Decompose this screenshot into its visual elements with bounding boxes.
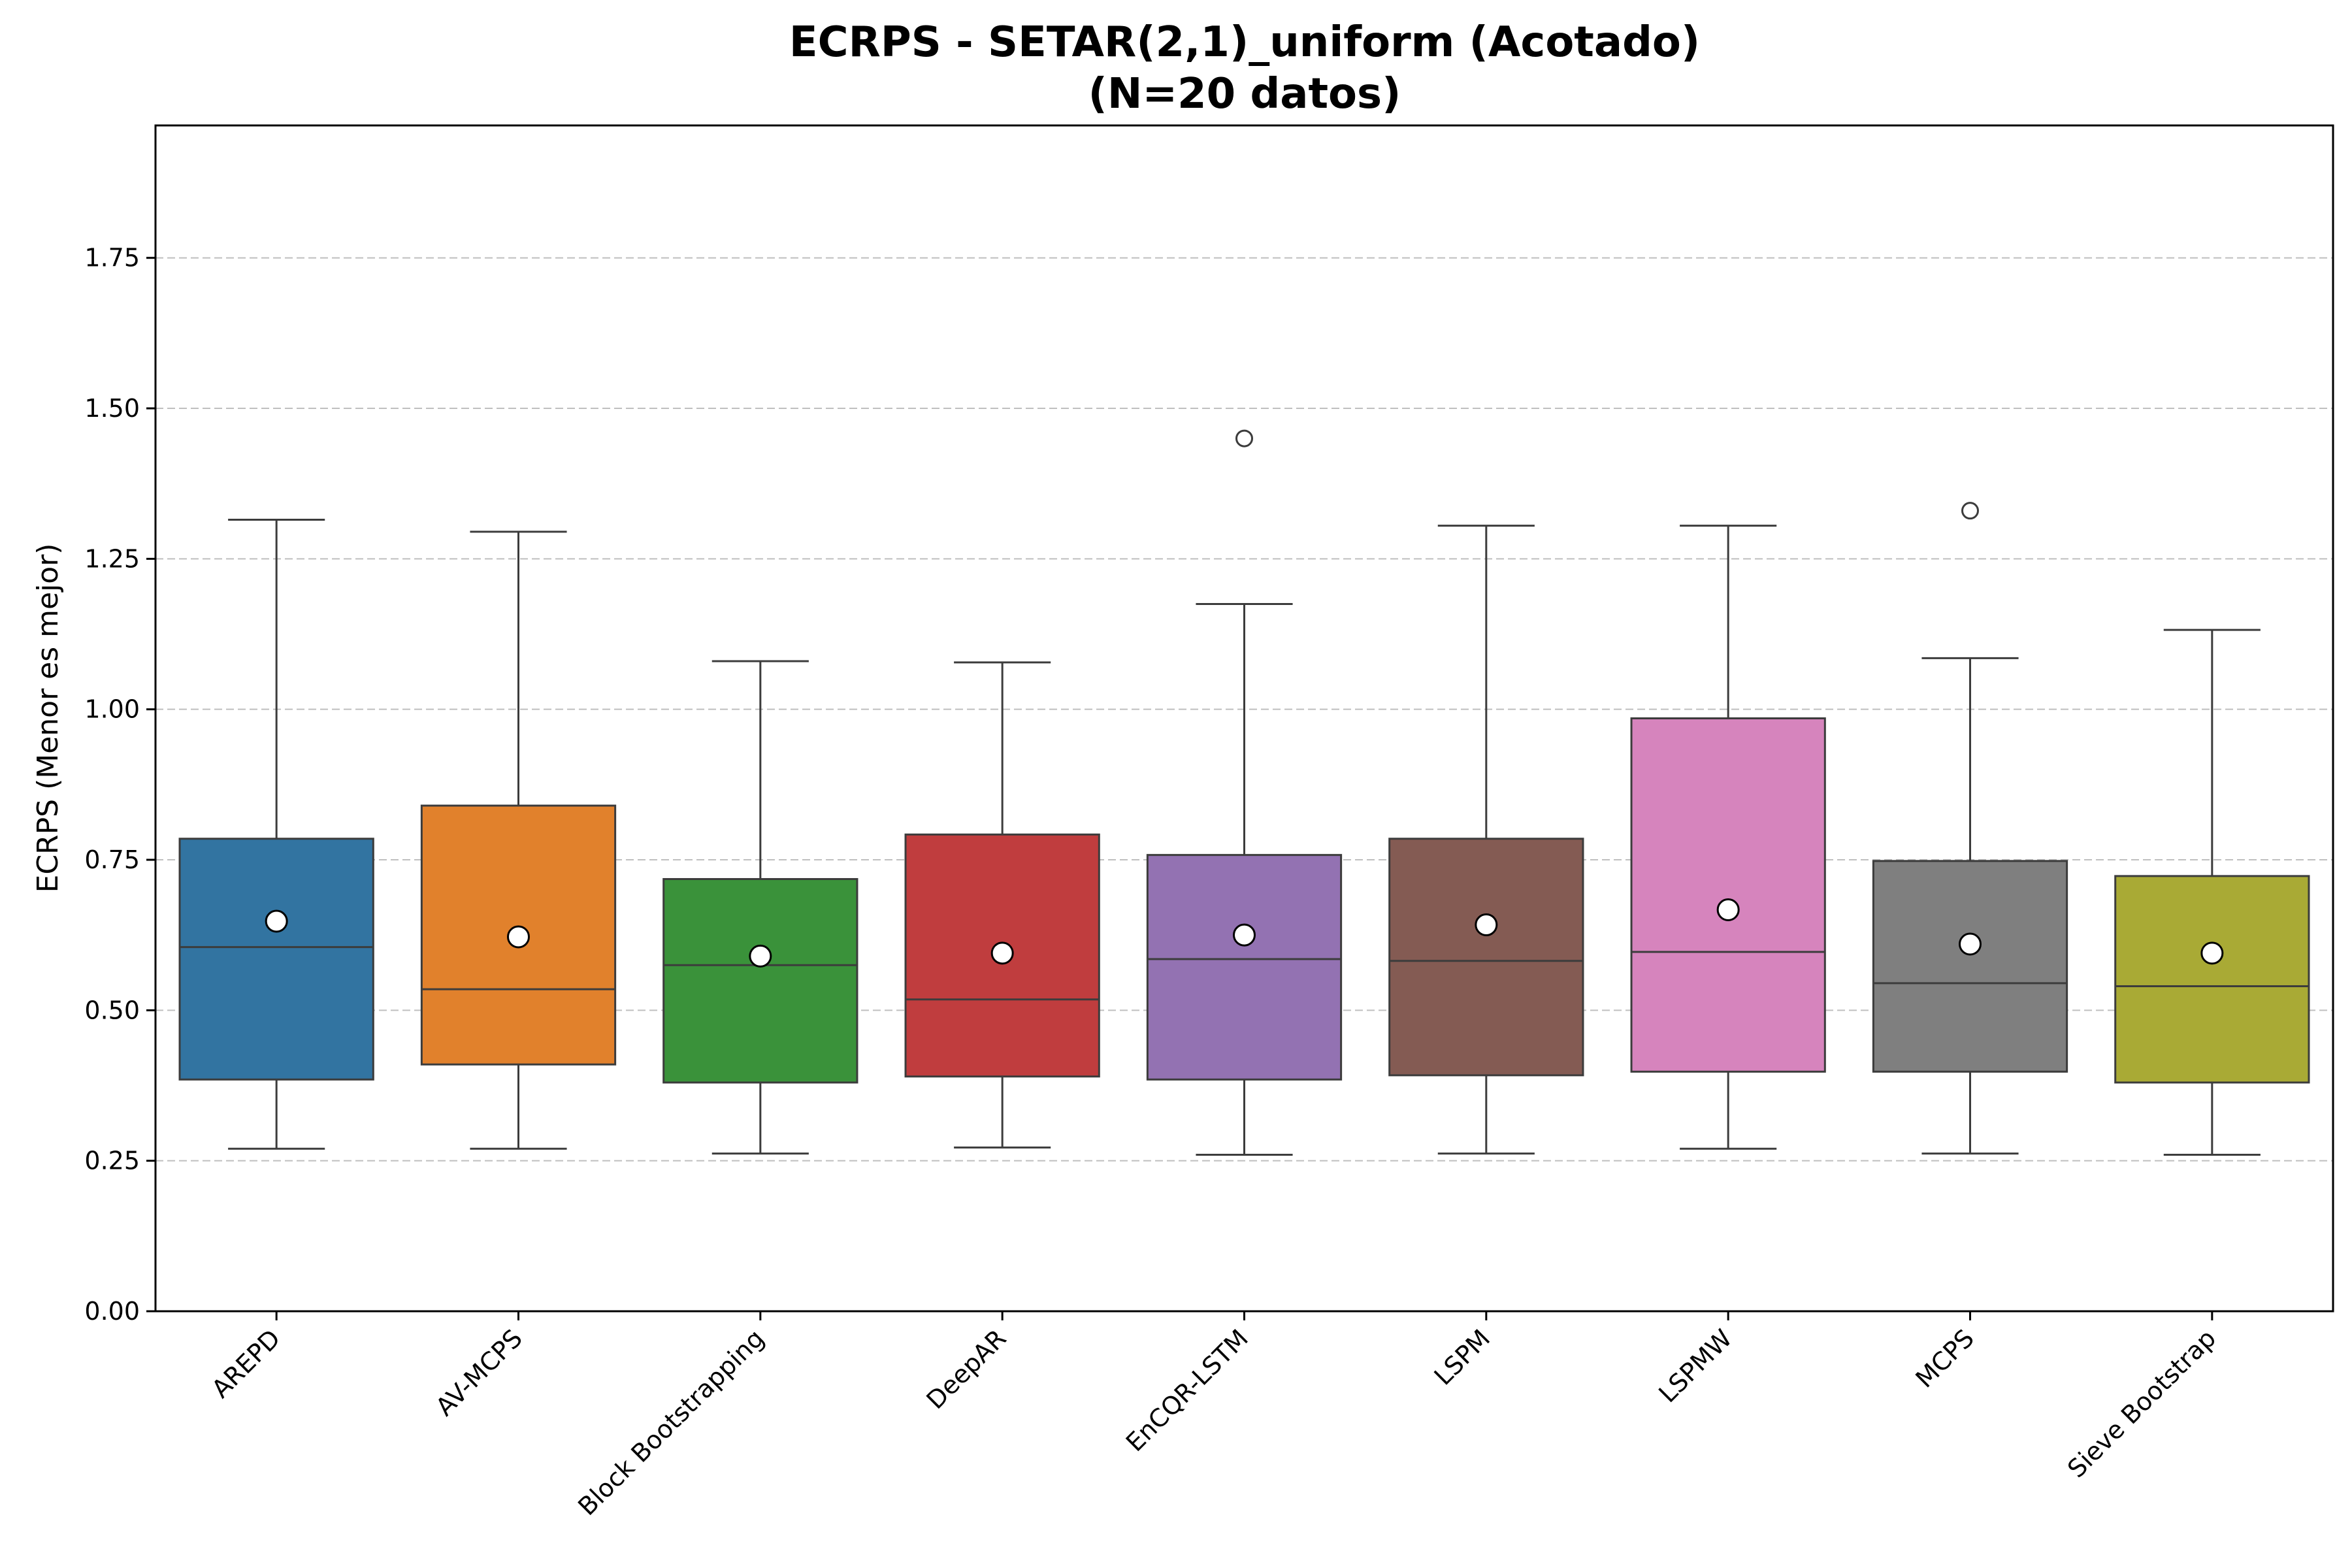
mean-marker [1233, 923, 1256, 947]
iqr-box [1872, 860, 2068, 1073]
box-lspmw [1630, 525, 1826, 1150]
y-axis-ticks: 0.00 0.25 0.50 0.75 1.00 1.25 1.50 1.75 [84, 244, 155, 1326]
y-tick-label: 1.25 [84, 544, 140, 573]
y-tick-label: 1.75 [84, 244, 140, 272]
x-tick-label: LSPM [1429, 1324, 1496, 1391]
mean-marker [749, 944, 772, 968]
iqr-box [178, 838, 374, 1081]
box-arepd [178, 518, 374, 1150]
x-tick-label: EnCQR-LSTM [1120, 1324, 1254, 1457]
iqr-box [1630, 717, 1826, 1073]
outlier-point [1235, 429, 1253, 448]
box-encqr-lstm [1146, 429, 1343, 1156]
x-tick-label: AV-MCPS [430, 1324, 527, 1421]
box-lspm [1388, 525, 1584, 1155]
y-tick-label: 0.75 [84, 845, 140, 874]
boxes [178, 429, 2310, 1156]
x-tick-label: AREPD [206, 1324, 286, 1403]
mean-marker [507, 925, 530, 949]
mean-marker [990, 941, 1014, 965]
mean-marker [1959, 932, 1982, 956]
chart-title-line-2: (N=20 datos) [1088, 70, 1401, 118]
iqr-box [662, 877, 858, 1084]
y-axis-label: ECRPS (Menor es mejor) [31, 544, 65, 893]
iqr-box [2114, 875, 2310, 1084]
y-tick-label: 0.00 [84, 1297, 140, 1326]
iqr-box [1146, 854, 1343, 1081]
mean-marker [1475, 913, 1498, 937]
x-tick-label: Sieve Bootstrap [2062, 1324, 2221, 1483]
box-av-mcps [420, 531, 617, 1150]
y-tick-label: 0.50 [84, 996, 140, 1024]
box-block-bootstrapping [662, 660, 858, 1155]
x-axis-ticks: AREPD AV-MCPS Block Bootstrapping DeepAR EnC… [206, 1311, 2221, 1521]
chart-title-line-1: ECRPS - SETAR(2,1)_uniform (Acotado) [789, 18, 1700, 67]
y-tick-label: 0.25 [84, 1147, 140, 1175]
mean-marker [1716, 898, 1740, 921]
box-mcps [1872, 502, 2068, 1155]
x-tick-label: Block Bootstrapping [572, 1324, 770, 1521]
box-sieve-bootstrap [2114, 629, 2310, 1156]
outlier-point [1961, 502, 1979, 520]
y-tick-label: 1.50 [84, 394, 140, 423]
box-deepar [904, 661, 1100, 1149]
chart-title: ECRPS - SETAR(2,1)_uniform (Acotado) (N=… [789, 18, 1700, 118]
x-tick-label: MCPS [1910, 1324, 1980, 1393]
x-tick-label: DeepAR [921, 1324, 1012, 1414]
mean-marker [2200, 941, 2224, 965]
x-tick-label: LSPMW [1653, 1324, 1737, 1408]
iqr-box [1388, 838, 1584, 1077]
y-tick-label: 1.00 [84, 695, 140, 724]
mean-marker [265, 909, 288, 933]
